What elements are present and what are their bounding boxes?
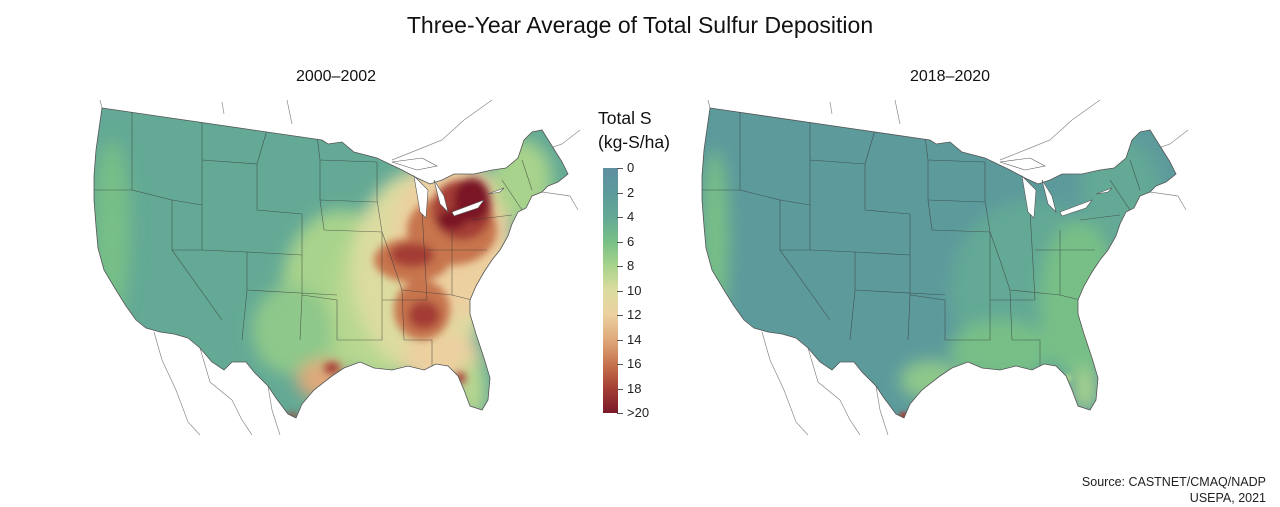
legend-tick [617,192,623,194]
page-title: Three-Year Average of Total Sulfur Depos… [406,12,874,38]
great-lakes [391,157,505,219]
legend-tick [617,290,623,292]
legend-tick-label: 12 [627,307,642,322]
source-line1: Source: CASTNET/CMAQ/NADP [1081,475,1266,489]
great-lakes [999,157,1113,219]
legend-tick [617,413,623,414]
legend-tick [617,241,623,243]
deposition-field [94,108,568,418]
left-map-period: 2000–2002 [295,68,377,85]
legend-title: Total S (kg-S/ha) [598,106,670,154]
neighbor-borders [707,100,1189,435]
deposition-field [702,108,1176,418]
legend-tick-label: 8 [627,258,635,273]
right-map-period: 2018–2020 [909,68,991,85]
legend-tick-label: 16 [627,356,642,371]
state-borders [702,110,1141,370]
legend-tick-label: 18 [627,380,642,396]
legend-tick-label: >20 [627,405,650,420]
legend-tick [617,217,623,218]
legend-tick [617,339,623,341]
legend-tick [617,364,623,365]
sulfur-map-2018-2020 [701,100,1189,435]
source-line2: USEPA, 2021 [1189,491,1266,505]
legend-tick-label: 0 [627,160,635,175]
source-note: Source: CASTNET/CMAQ/NADP USEPA, 2021 [1082,474,1266,506]
legend-tick [617,388,623,390]
legend-tick [617,266,623,267]
legend-tick-label: 4 [627,209,635,224]
legend-tick-label: 14 [627,331,642,347]
legend-tick [617,168,623,169]
legend-tick-label: 10 [627,282,642,298]
state-borders [94,110,533,370]
legend-tick-label: 6 [627,233,635,249]
legend-title-line2: (kg-S/ha) [598,132,670,152]
legend-tick [617,315,623,316]
sulfur-map-2000-2002 [93,100,581,435]
legend-tick-label: 2 [627,184,635,200]
legend-title-line1: Total S [598,108,652,128]
legend-color-scale [603,168,618,413]
